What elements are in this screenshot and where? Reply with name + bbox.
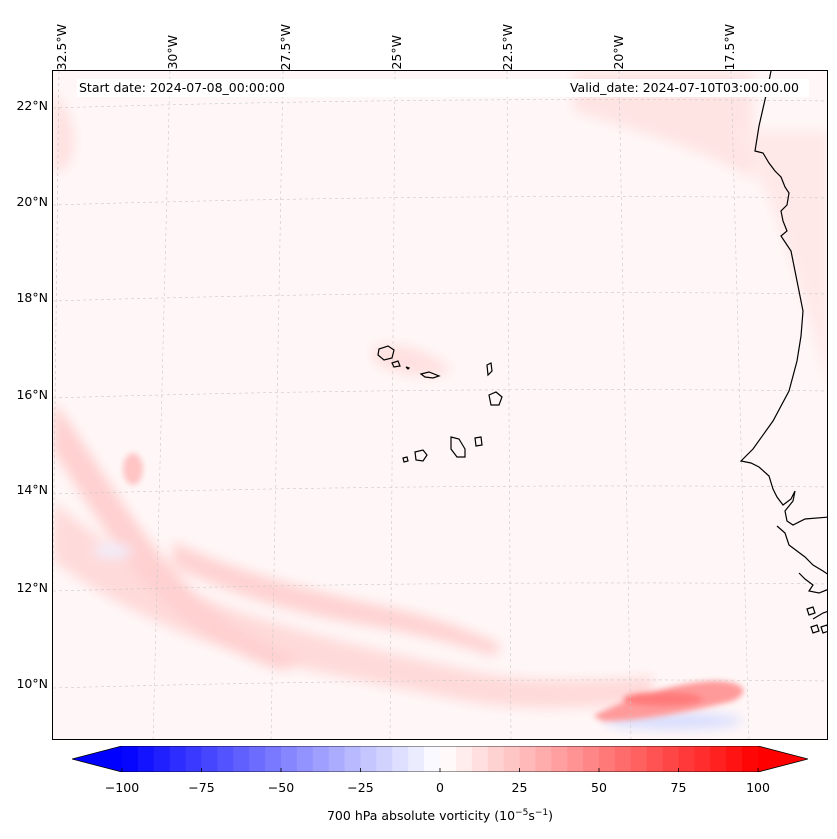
island-boa-vista [488,391,503,406]
colorbar-segment [726,746,743,772]
lon-label-27-5w: 27.5°W [277,23,293,70]
islands-bijagos [806,606,816,616]
island-santa-luzia [405,366,411,370]
valid-date-label: Valid_date: 2024-07-10T03:00:00.00 [569,80,799,95]
vorticity-patch-east-coast [733,131,827,384]
lon-label-22-5w: 22.5°W [499,23,515,70]
colorbar-segment [487,746,505,772]
map-field [53,71,827,739]
island-maio [474,436,483,447]
colorbar-segment [503,746,520,772]
start-date-label: Start date: 2024-07-08_00:00:00 [79,80,285,95]
coast-guinea [812,611,827,620]
colorbar-tick-label: 25 [511,780,528,795]
colorbar-extend-min [72,746,122,772]
colorbar-segment [630,746,648,772]
island-sal [486,362,493,377]
colorbar-segment [360,746,377,772]
colorbar-segment [440,746,457,772]
colorbar-segment [312,746,330,772]
islands-los [810,624,827,634]
colorbar-segment [742,746,759,772]
colorbar-segment [217,746,234,772]
colorbar-tick-label: −50 [267,780,295,795]
colorbar-segment [169,746,187,772]
vorticity-field [53,71,827,729]
colorbar-segment [535,746,552,772]
lat-label-16n: 16°N [16,387,48,402]
lon-label-25w: 25°W [388,35,404,70]
colorbar-segment [408,746,425,772]
colorbar-segment [265,746,282,772]
colorbar-segment [662,746,679,772]
africa-coastline [739,71,827,634]
colorbar-segment [328,746,346,772]
colorbar-segment [233,746,250,772]
lat-label-10n: 10°N [16,676,48,691]
colorbar-segment [614,746,632,772]
colorbar-segment [599,746,616,772]
header-background [77,79,809,97]
coast-guinea-bissau [798,572,827,594]
lat-label-22n: 22°N [16,98,48,113]
colorbar-label: 700 hPa absolute vorticity (10−5s−1) [326,808,553,824]
colorbar-segment [137,746,155,772]
colorbar-tick-label: −100 [104,780,140,795]
island-santiago [450,436,466,458]
lon-label-20w: 20°W [610,35,626,70]
coast-senegambia [776,525,827,575]
colorbar-tick-label: 50 [591,780,607,795]
colorbar-segment [153,746,171,772]
cape-verde-islands [377,345,503,463]
lat-label-18n: 18°N [16,290,48,305]
vorticity-map[interactable]: Start date: 2024-07-08_00:00:00 Valid_da… [52,70,828,740]
colorbar-segment [710,746,727,772]
colorbar-segment [694,746,711,772]
colorbar-segment [249,746,266,772]
island-fogo [414,449,428,462]
colorbar-segment [678,746,695,772]
vorticity-max-south [123,453,744,721]
island-sao-nicolau [419,371,441,379]
colorbar-tick-label: 0 [436,780,444,795]
colorbar-segment [344,746,361,772]
colorbar-segment [424,746,441,772]
island-santo-antao [377,345,395,361]
colorbar-segment [201,746,218,772]
colorbar-segment [567,746,584,772]
lat-label-12n: 12°N [16,580,48,595]
colorbar-tick-label: 100 [746,780,770,795]
colorbar-segment [646,746,664,772]
colorbar-segment [471,746,489,772]
colorbar-segment [376,746,393,772]
colorbar-segment [551,746,568,772]
vorticity-patch-negative-west [93,545,133,557]
island-sao-vicente [391,360,401,368]
vorticity-patch-northeast [573,71,753,181]
graticule [53,71,827,739]
lon-label-32-5w: 32.5°W [53,23,69,70]
colorbar-segment [296,746,314,772]
lon-label-30w: 30°W [164,35,180,70]
colorbar-extend-max [758,746,808,772]
colorbar-segment [281,746,298,772]
lon-label-17-5w: 17.5°W [721,23,737,70]
colorbar-segment [583,746,600,772]
colorbar-tick-label: −75 [188,780,215,795]
lat-label-14n: 14°N [16,482,48,497]
lat-label-20n: 20°N [16,194,48,209]
colorbar-segment [122,746,139,772]
vorticity-band-ridge [173,541,503,656]
colorbar-segment [185,746,202,772]
vorticity-patch-central [373,344,453,377]
vorticity-patch-northwest [53,91,74,171]
colorbar-segment [392,746,409,772]
colorbar-segment [519,746,536,772]
colorbar-tick-label: 75 [670,780,687,795]
colorbar [72,746,808,772]
island-brava [402,456,409,463]
colorbar-segment [455,746,473,772]
colorbar-tick-label: −25 [347,780,374,795]
